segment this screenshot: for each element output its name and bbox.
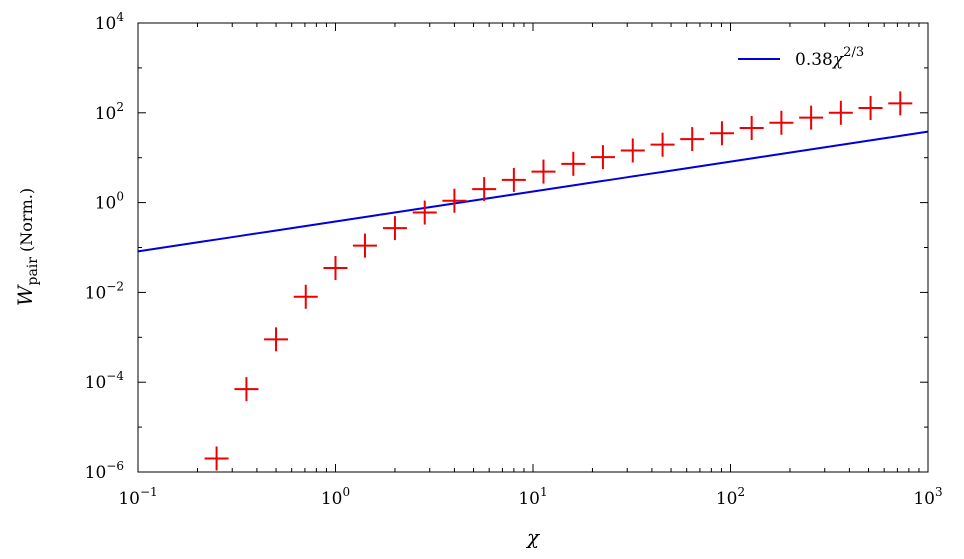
x-tick-base: 10	[716, 489, 738, 509]
y-tick-exp: −6	[106, 459, 124, 473]
data-point	[561, 151, 586, 176]
data-point	[412, 200, 437, 225]
y-tick-base: 10	[85, 463, 107, 483]
y-axis-title-subscript: pair	[25, 257, 41, 286]
data-point	[769, 110, 794, 135]
x-tick-label: 10−1	[118, 485, 157, 509]
plot-marks	[137, 91, 929, 471]
data-point	[352, 233, 377, 258]
y-tick-exp: 2	[116, 100, 124, 114]
x-tick-exp: 2	[738, 485, 746, 499]
data-point	[204, 446, 229, 471]
data-point	[472, 177, 497, 202]
y-tick-exp: 0	[116, 190, 124, 204]
data-point	[590, 145, 615, 170]
y-axis-title-base: W	[13, 284, 37, 306]
data-point	[234, 377, 259, 402]
y-tick-label: 100	[95, 190, 124, 214]
data-point	[828, 100, 853, 125]
x-tick-label: 100	[321, 485, 350, 509]
x-tick-base: 10	[518, 489, 540, 509]
x-tick-exp: 1	[540, 485, 548, 499]
data-point	[799, 105, 824, 130]
y-tick-base: 10	[85, 283, 107, 303]
axis-ticks	[137, 22, 929, 473]
x-tick-base: 10	[913, 489, 935, 509]
data-point	[264, 327, 289, 352]
data-point	[442, 188, 467, 213]
data-point	[382, 216, 407, 241]
y-tick-label: 10−2	[85, 279, 124, 303]
x-tick-base: 10	[118, 489, 140, 509]
y-tick-label: 10−4	[85, 369, 125, 393]
x-tick-base: 10	[321, 489, 343, 509]
legend-label: 0.38χ2/3	[795, 45, 864, 70]
legend-base: χ	[832, 50, 845, 70]
y-tick-label: 102	[95, 100, 124, 124]
x-axis-title: χ	[525, 525, 541, 549]
x-tick-label: 101	[518, 485, 547, 509]
y-tick-exp: 4	[116, 10, 124, 24]
data-point	[680, 127, 705, 152]
data-point	[531, 159, 556, 184]
data-point	[293, 284, 318, 309]
y-tick-base: 10	[95, 104, 117, 124]
legend-exp: 2/3	[843, 45, 864, 60]
y-tick-exp: −2	[106, 279, 124, 293]
y-axis-title: Wpair (Norm.)	[13, 188, 41, 306]
x-tick-label: 103	[913, 485, 942, 509]
data-point	[888, 91, 913, 116]
y-tick-base: 10	[85, 373, 107, 393]
data-point	[858, 95, 883, 120]
y-tick-exp: −4	[106, 369, 124, 383]
y-tick-base: 10	[95, 14, 117, 34]
data-point	[620, 138, 645, 163]
data-point	[709, 121, 734, 146]
x-tick-exp: 0	[343, 485, 351, 499]
plot-frame	[137, 22, 929, 473]
data-point	[323, 255, 348, 280]
data-point	[501, 167, 526, 192]
y-tick-label: 104	[95, 10, 125, 34]
y-axis-title-suffix: (Norm.)	[17, 188, 36, 257]
x-tick-exp: −1	[140, 485, 158, 499]
y-tick-label: 10−6	[85, 459, 124, 483]
x-tick-exp: 3	[935, 485, 943, 499]
data-point	[739, 115, 764, 140]
legend-coef: 0.38	[795, 50, 833, 70]
legend: 0.38χ2/3	[738, 45, 864, 70]
x-tick-label: 102	[716, 485, 745, 509]
y-tick-base: 10	[95, 194, 117, 214]
fit-line	[137, 130, 929, 253]
data-point	[650, 132, 675, 157]
